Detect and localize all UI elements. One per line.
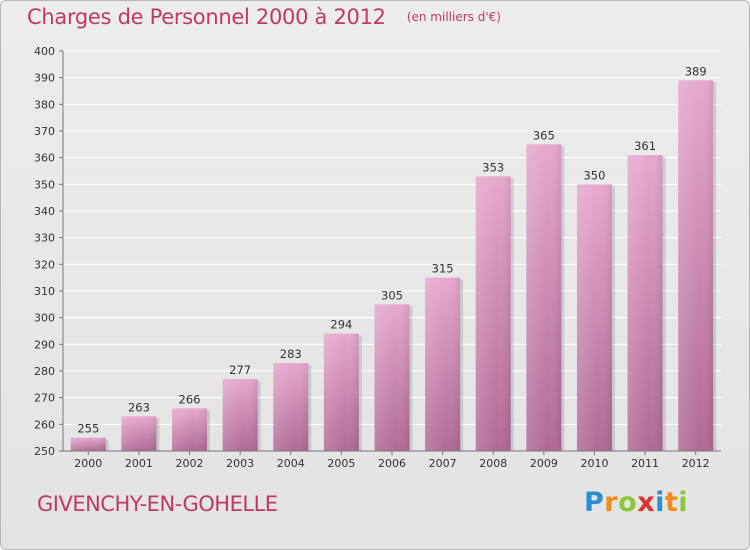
data-label: 350: [583, 168, 605, 182]
bar-highlight: [323, 333, 359, 451]
data-label: 294: [330, 318, 352, 332]
x-tick-label: 2009: [530, 457, 558, 470]
y-tick-label: 260: [34, 418, 55, 431]
bar-highlight: [70, 437, 106, 451]
y-tick-label: 350: [34, 178, 55, 191]
logo-letter: x: [637, 487, 656, 518]
bar-layer: 255 263 266 277 283 294 305 315 353 365 350 361 389: [70, 64, 717, 452]
data-label: 266: [179, 392, 201, 406]
axis-layer: 250 260 270 280 290 300 310 320 330 340 350 360 370 3…: [34, 45, 721, 470]
y-tick-label: 270: [34, 392, 55, 405]
data-label: 283: [280, 347, 302, 361]
y-tick-label: 250: [34, 445, 55, 458]
commune-name: GIVENCHY-EN-GOHELLE: [37, 492, 278, 516]
data-label: 353: [482, 160, 504, 174]
proxiti-logo: Proxiti: [584, 487, 688, 518]
data-label: 315: [432, 262, 454, 276]
logo-letter: r: [604, 487, 619, 518]
logo-letter: t: [664, 487, 679, 518]
y-tick-label: 290: [34, 338, 55, 351]
y-tick-label: 360: [34, 152, 55, 165]
x-tick-label: 2003: [226, 457, 254, 470]
y-tick-label: 310: [34, 285, 55, 298]
x-tick-label: 2012: [682, 457, 710, 470]
x-tick-label: 2002: [176, 457, 204, 470]
data-label: 277: [229, 363, 251, 377]
bar-highlight: [172, 408, 208, 451]
bar-highlight: [678, 80, 714, 451]
logo-letter: o: [618, 487, 638, 518]
y-tick-label: 400: [34, 45, 55, 58]
chart-title-row: Charges de Personnel 2000 à 2012 (en mil…: [27, 5, 501, 29]
logo-letter: P: [584, 487, 605, 518]
chart-title: Charges de Personnel 2000 à 2012: [27, 5, 386, 29]
bar-highlight: [222, 379, 258, 451]
bar-highlight: [526, 144, 562, 452]
chart-subtitle: (en milliers d'€): [406, 10, 501, 24]
x-tick-label: 2000: [74, 457, 102, 470]
x-tick-label: 2010: [580, 457, 608, 470]
data-label: 305: [381, 288, 403, 302]
bar-highlight: [425, 277, 461, 451]
x-tick-label: 2008: [479, 457, 507, 470]
data-label: 263: [128, 400, 150, 414]
y-tick-label: 370: [34, 125, 55, 138]
x-tick-label: 2007: [429, 457, 457, 470]
y-tick-label: 340: [34, 205, 55, 218]
bar-highlight: [627, 155, 663, 451]
logo-letter: i: [678, 487, 689, 518]
y-tick-label: 300: [34, 312, 55, 325]
y-tick-label: 390: [34, 72, 55, 85]
data-label: 389: [685, 64, 707, 78]
bar-highlight: [121, 416, 157, 451]
bar-highlight: [374, 304, 410, 451]
bar-highlight: [475, 176, 511, 452]
y-tick-label: 320: [34, 258, 55, 271]
bar-highlight: [273, 363, 309, 451]
bar-highlight: [576, 184, 612, 452]
y-tick-label: 280: [34, 365, 55, 378]
data-label: 365: [533, 128, 555, 142]
x-tick-label: 2001: [125, 457, 153, 470]
y-tick-label: 330: [34, 232, 55, 245]
data-label: 361: [634, 139, 656, 153]
x-tick-label: 2004: [277, 457, 305, 470]
x-tick-label: 2005: [327, 457, 355, 470]
logo-letter: i: [655, 487, 665, 518]
x-tick-label: 2011: [631, 457, 659, 470]
data-label: 255: [77, 422, 99, 436]
y-tick-label: 380: [34, 98, 55, 111]
x-tick-label: 2006: [378, 457, 406, 470]
